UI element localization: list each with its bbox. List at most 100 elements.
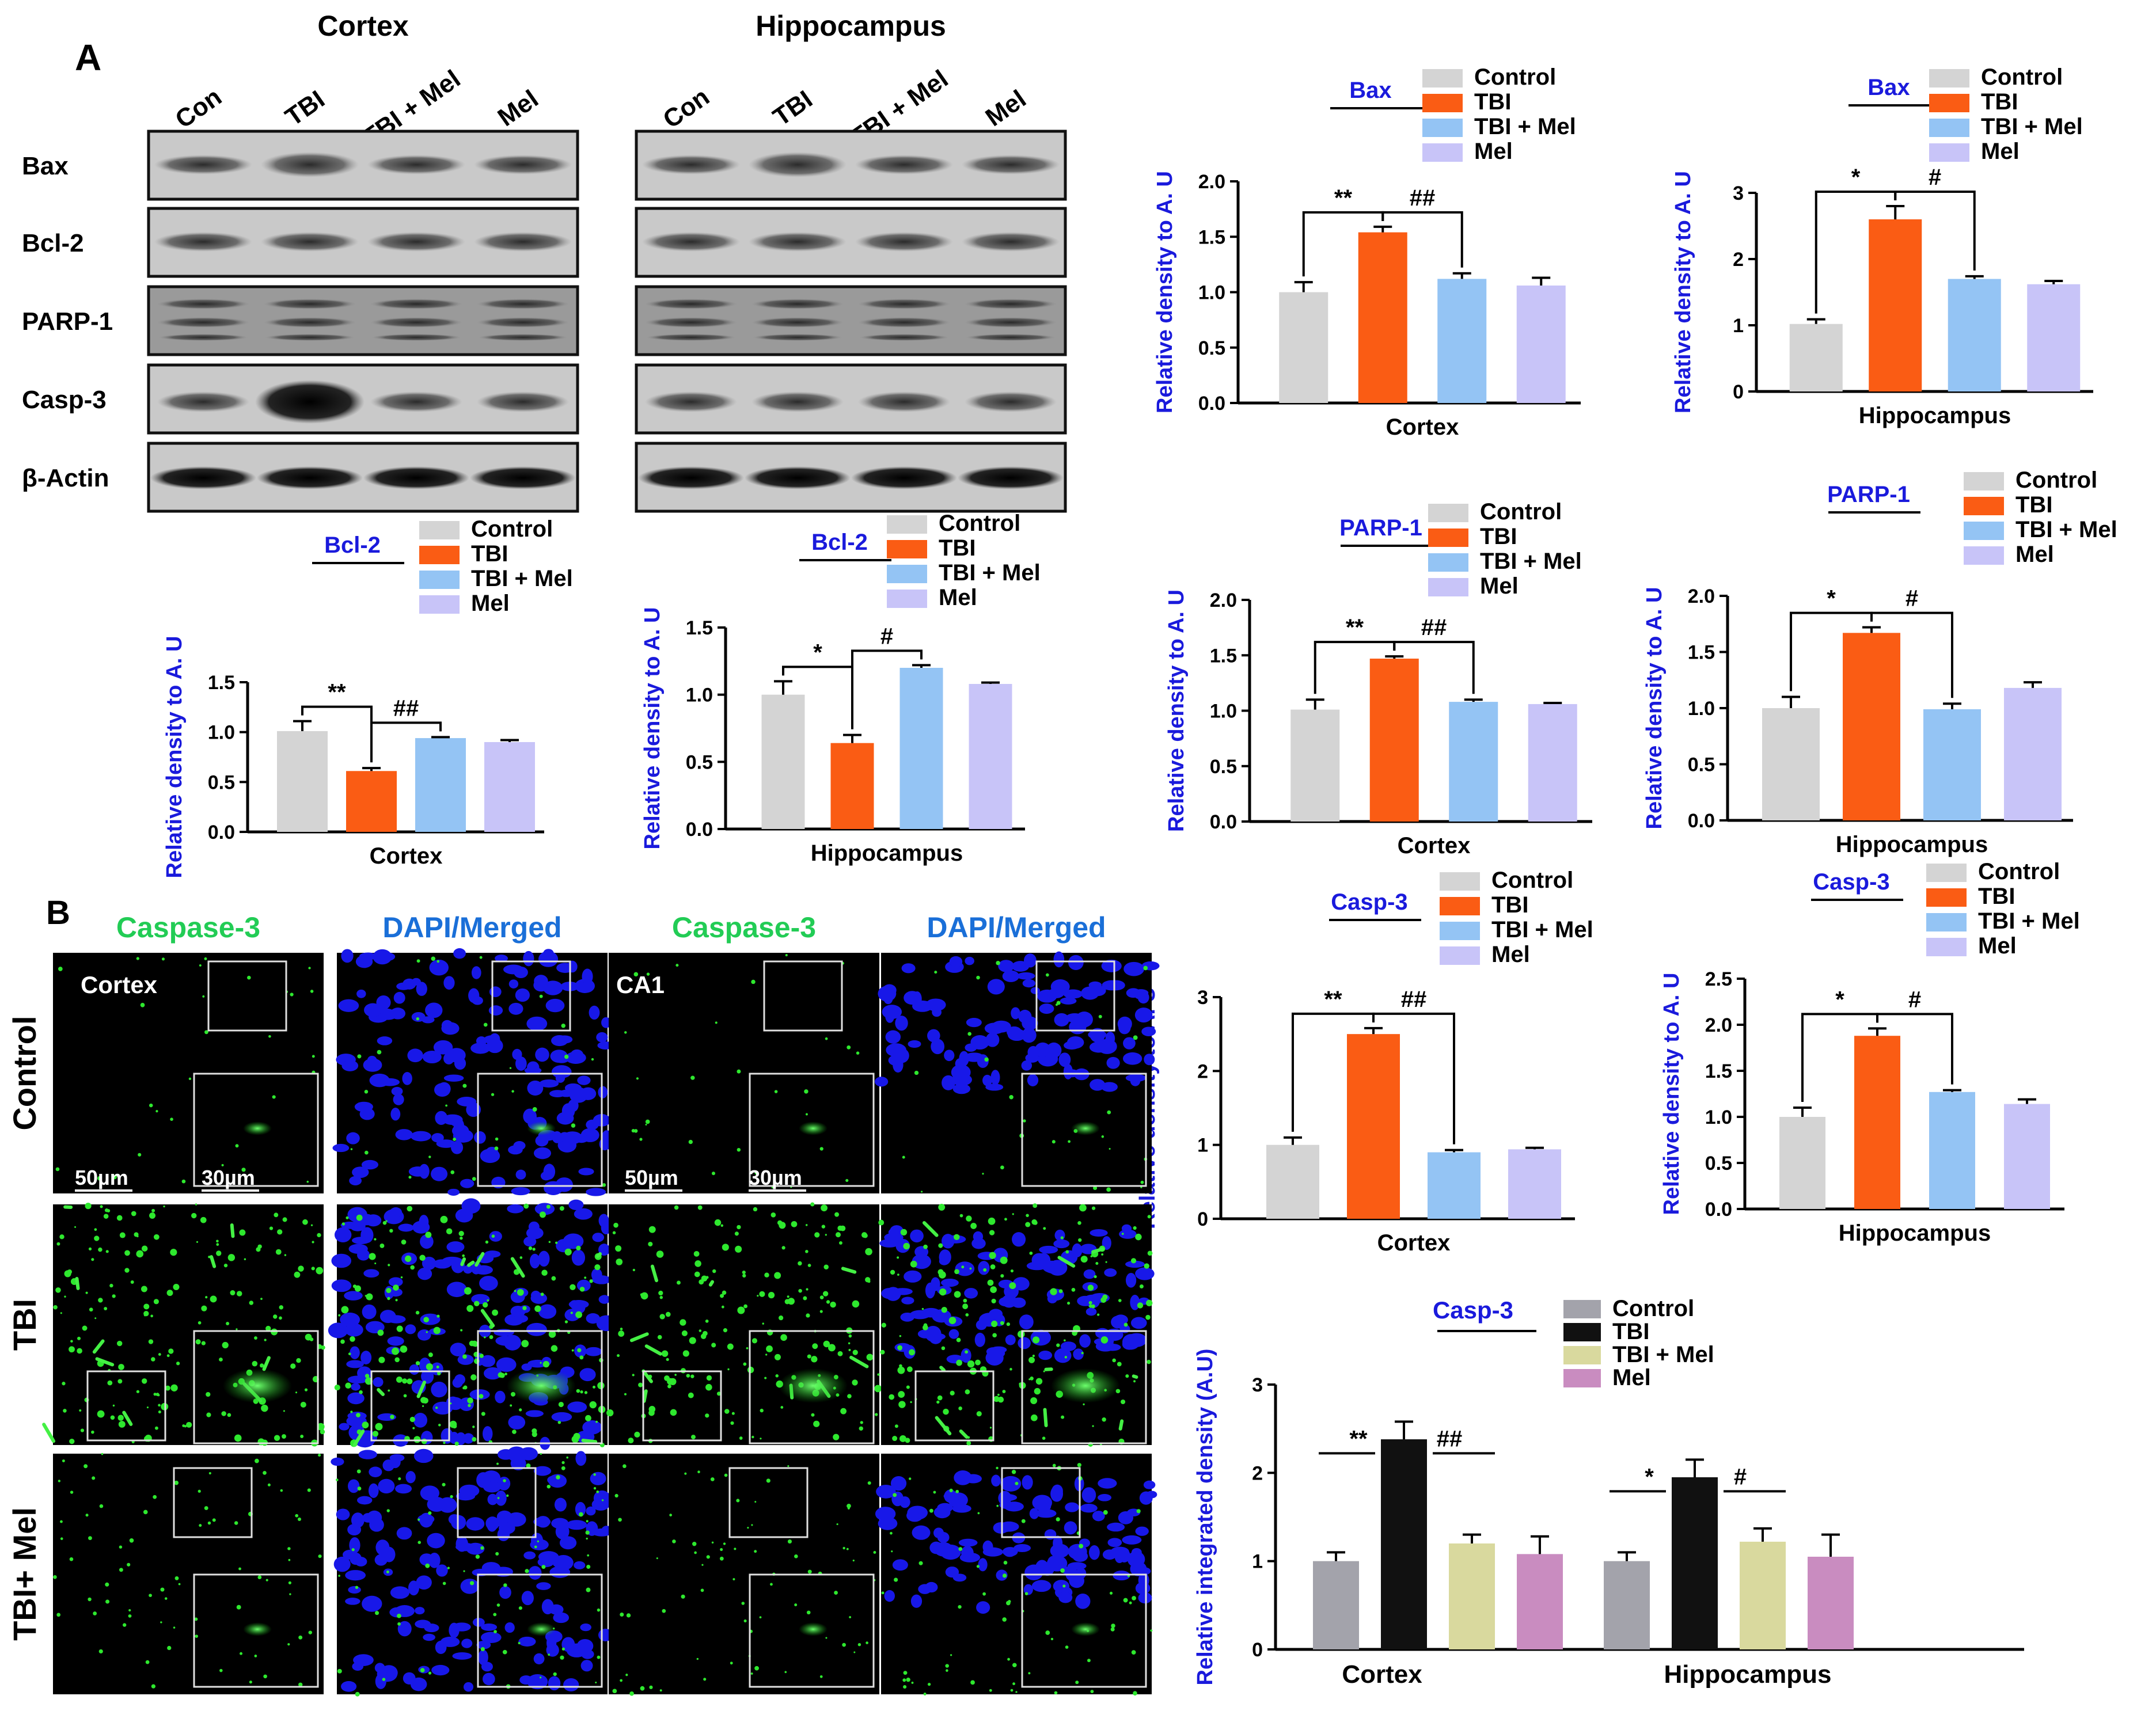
caspase-signal — [620, 1679, 622, 1682]
caspase-signal — [365, 1150, 369, 1155]
caspase-signal — [711, 1343, 716, 1348]
legend-label: TBI — [1480, 524, 1517, 549]
caspase-signal — [570, 1284, 576, 1291]
nucleus — [1079, 1334, 1091, 1348]
nucleus — [559, 1132, 570, 1142]
nucleus — [382, 1459, 394, 1472]
caspase-signal — [88, 1247, 92, 1250]
caspase-signal — [453, 1138, 457, 1141]
caspase-signal — [382, 1220, 387, 1225]
legend-label: Control — [1480, 499, 1562, 524]
caspase-signal — [593, 1473, 596, 1476]
caspase-signal — [1032, 1336, 1040, 1344]
caspase-signal — [340, 1339, 345, 1344]
caspase-signal — [878, 1219, 885, 1226]
nucleus — [1141, 1026, 1156, 1036]
nucleus — [435, 1640, 447, 1654]
caspase-signal — [684, 1472, 687, 1475]
inset-box — [477, 1330, 603, 1444]
caspase-signal — [226, 1321, 230, 1325]
nucleus — [545, 998, 565, 1013]
nucleus — [908, 1040, 921, 1048]
bar — [1449, 702, 1498, 822]
caspase-signal — [540, 1292, 544, 1296]
caspase-signal — [63, 1409, 67, 1413]
nucleus — [334, 1227, 352, 1243]
caspase-signal — [311, 1267, 315, 1271]
blot-band — [261, 232, 359, 252]
nucleus — [373, 1377, 384, 1387]
legend-label: Control — [1474, 64, 1556, 90]
caspase-signal — [593, 1385, 596, 1389]
caspase-signal — [290, 993, 294, 997]
caspase-signal — [474, 1301, 480, 1307]
nucleus — [966, 1017, 982, 1028]
caspase-signal — [464, 1287, 472, 1295]
nucleus — [1075, 1593, 1091, 1609]
caspase-signal — [570, 1311, 573, 1314]
blot-band — [157, 391, 249, 412]
blot-band — [751, 299, 844, 309]
caspase-signal — [689, 1337, 696, 1344]
caspase-signal — [298, 1682, 303, 1687]
caspase-signal — [236, 1291, 242, 1296]
nucleus — [1081, 1487, 1096, 1503]
caspase-signal — [119, 1545, 123, 1549]
nucleus — [951, 1073, 972, 1086]
caspase-signal — [298, 1265, 304, 1272]
caspase-signal — [377, 1388, 385, 1397]
nucleus — [1037, 989, 1057, 1003]
bar — [1762, 708, 1820, 820]
caspase-signal — [881, 1322, 886, 1328]
blot-band — [264, 299, 356, 309]
caspase-signal — [80, 1428, 85, 1432]
caspase-signal — [1132, 1596, 1136, 1600]
caspase-signal — [265, 1325, 271, 1332]
y-tick-label: 1 — [1197, 1135, 1208, 1157]
caspase-signal — [440, 1215, 448, 1223]
legend-label: TBI + Mel — [1474, 114, 1576, 139]
caspase-signal — [200, 1216, 207, 1223]
caspase-signal — [620, 1612, 624, 1617]
nucleus — [369, 1466, 382, 1478]
caspase-signal — [426, 1331, 428, 1333]
caspase-signal — [55, 1167, 60, 1172]
caspase-signal — [416, 1017, 420, 1021]
legend-label: TBI + Mel — [1612, 1342, 1714, 1367]
caspase-signal — [811, 1356, 818, 1363]
nucleus — [943, 1492, 962, 1501]
nucleus — [591, 1498, 610, 1511]
caspase-signal — [559, 1206, 564, 1211]
nucleus — [1025, 1053, 1039, 1063]
caspase-signal — [151, 1684, 156, 1689]
nucleus — [974, 1332, 985, 1347]
if-column-label: Caspase-3 — [116, 911, 260, 944]
nucleus — [876, 1484, 896, 1499]
caspase-signal — [753, 1207, 758, 1212]
caspase-signal — [1117, 1362, 1122, 1367]
caspase-signal — [350, 1410, 353, 1413]
significance-label: ## — [393, 695, 419, 721]
bar — [1266, 1145, 1319, 1219]
caspase-signal — [909, 1477, 912, 1480]
caspase-signal — [989, 1252, 996, 1259]
caspase-signal — [153, 1299, 159, 1305]
inset-box — [477, 1073, 603, 1187]
legend-swatch — [1964, 522, 2004, 540]
caspase-signal — [751, 979, 756, 984]
caspase-signal — [959, 1214, 963, 1218]
caspase-signal — [469, 1581, 475, 1585]
caspase-signal — [1052, 1463, 1056, 1467]
caspase-signal — [525, 1569, 529, 1573]
caspase-signal — [272, 1095, 276, 1099]
nucleus — [904, 1270, 922, 1283]
caspase-signal — [124, 1268, 130, 1273]
caspase-signal — [991, 1320, 998, 1328]
legend-swatch — [1422, 119, 1463, 137]
nucleus — [940, 1544, 961, 1560]
nucleus — [1090, 1229, 1108, 1237]
caspase-signal — [1079, 1543, 1084, 1549]
caspase-signal — [727, 1368, 730, 1371]
caspase-signal — [122, 1410, 133, 1426]
caspase-signal — [60, 1537, 63, 1541]
